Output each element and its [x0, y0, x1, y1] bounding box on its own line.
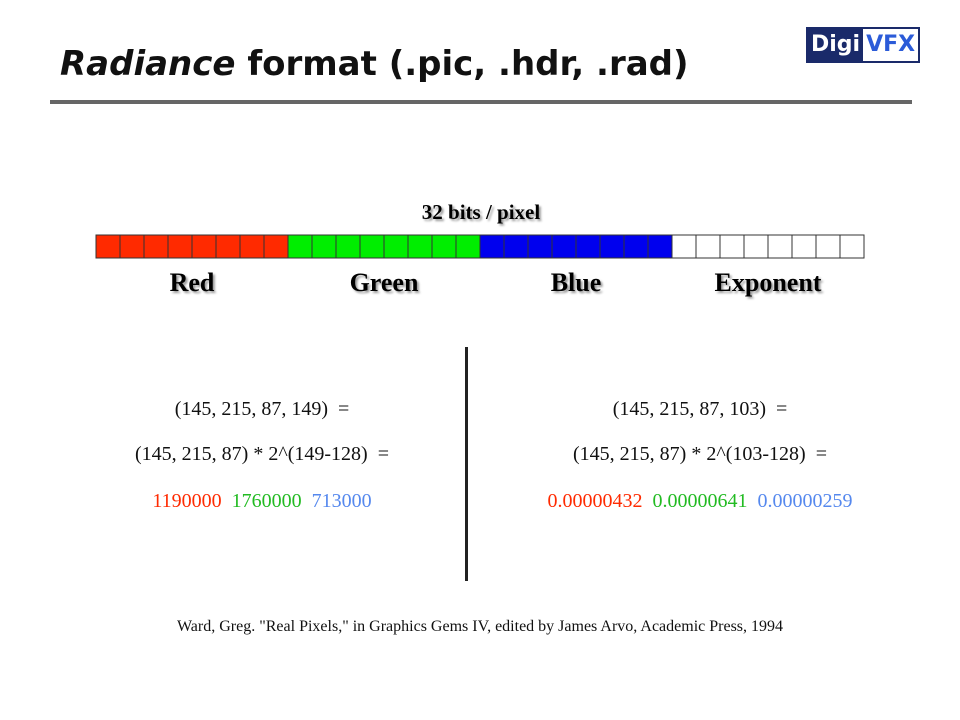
channel-label: Blue	[550, 268, 602, 297]
bit-cell	[287, 234, 313, 259]
bit-cell	[839, 234, 865, 259]
bit-cell	[311, 234, 337, 259]
bit-cell	[95, 234, 121, 259]
example-value: 0.00000641	[652, 490, 748, 512]
title-rest: format (.pic, .hdr, .rad)	[247, 44, 689, 84]
bit-cell	[527, 234, 553, 259]
bit-cell	[575, 234, 601, 259]
title-rule	[50, 100, 912, 104]
example-value: 1190000	[152, 490, 222, 512]
channel-label: Green	[349, 268, 419, 297]
logo-part: Digi	[808, 29, 864, 61]
bit-cell	[623, 234, 649, 259]
logo-part: VFX	[863, 29, 919, 61]
bit-cell	[743, 234, 769, 259]
diagram-label: 32 bits / pixel	[421, 200, 541, 224]
title-italic: Radiance	[60, 44, 236, 84]
bit-cell	[815, 234, 841, 259]
citation: Ward, Greg. "Real Pixels," in Graphics G…	[176, 618, 784, 635]
channel-label: Exponent	[714, 268, 822, 297]
title: Radiance format (.pic, .hdr, .rad)	[60, 44, 689, 84]
example-line: (145, 215, 87, 103) =	[612, 398, 788, 420]
bit-cell	[719, 234, 745, 259]
bit-cell	[335, 234, 361, 259]
bit-cell	[359, 234, 385, 259]
divider	[465, 347, 468, 581]
bit-cell	[551, 234, 577, 259]
bit-cell	[143, 234, 169, 259]
bit-cell	[599, 234, 625, 259]
example-line: (145, 215, 87) * 2^(149-128) =	[135, 443, 389, 465]
bit-cell	[767, 234, 793, 259]
logo: Digi VFX	[806, 27, 921, 63]
example-value: 0.00000432	[547, 490, 643, 512]
bit-cell	[407, 234, 433, 259]
bit-cell	[695, 234, 721, 259]
bit-cell	[479, 234, 505, 259]
example-value: 0.00000259	[757, 490, 853, 512]
bit-cell	[119, 234, 145, 259]
bit-cell	[167, 234, 193, 259]
example-value: 713000	[311, 490, 372, 512]
bit-cell	[191, 234, 217, 259]
bit-cell	[503, 234, 529, 259]
channel-label: Red	[169, 268, 215, 297]
example-values: 0.00000432 0.00000641 0.00000259	[543, 490, 858, 513]
example-value: 1760000	[231, 490, 302, 512]
bit-cell	[791, 234, 817, 259]
bit-cell	[431, 234, 457, 259]
example-values: 1190000 1760000 713000	[147, 490, 376, 513]
bit-cell	[239, 234, 265, 259]
bit-cell	[383, 234, 409, 259]
bit-cell	[263, 234, 289, 259]
example-line: (145, 215, 87) * 2^(103-128) =	[573, 443, 827, 465]
bit-cell	[215, 234, 241, 259]
bit-diagram	[95, 234, 865, 259]
example-line: (145, 215, 87, 149) =	[174, 398, 350, 420]
bit-cell	[647, 234, 673, 259]
bit-cell	[671, 234, 697, 259]
bit-cell	[455, 234, 481, 259]
